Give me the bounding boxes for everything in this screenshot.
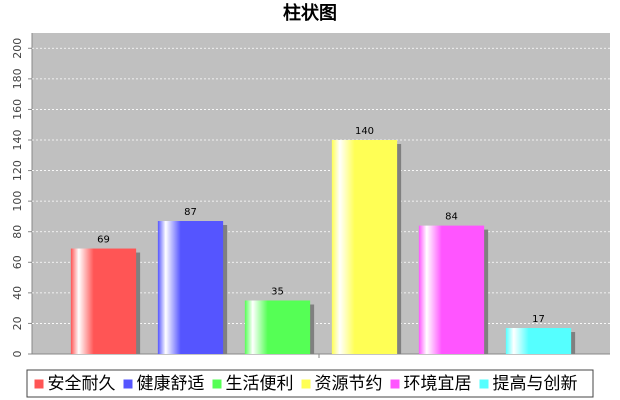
bar [244,300,311,354]
legend-swatch [301,379,311,389]
legend-label: 提高与创新 [493,374,578,394]
legend-label: 环境宜居 [404,374,472,394]
y-tick-label: 180 [11,68,24,89]
value-label: 35 [271,287,284,298]
y-tick-label: 40 [11,286,24,300]
legend-swatch [390,379,400,389]
y-tick-label: 160 [11,99,24,120]
y-tick-label: 100 [11,191,24,212]
y-tick-label: 80 [11,225,24,239]
legend-swatch [123,379,133,389]
y-tick-label: 200 [11,38,24,59]
y-tick-label: 140 [11,130,24,151]
value-label: 69 [97,235,110,246]
legend-swatch [34,379,44,389]
legend-swatch [479,379,489,389]
y-tick-label: 20 [11,316,24,330]
bar [157,221,224,354]
bar [418,225,485,354]
legend-label: 健康舒适 [137,374,205,394]
y-tick-label: 60 [11,255,24,269]
bar [70,248,137,354]
y-tick-label: 0 [11,351,24,358]
bar [505,328,572,354]
chart-title: 柱状图 [283,2,337,24]
legend-label: 资源节约 [315,374,383,394]
legend-label: 生活便利 [226,374,294,394]
value-label: 17 [532,314,545,325]
value-label: 87 [184,207,197,218]
y-tick-label: 120 [11,160,24,181]
bar [331,140,398,354]
legend-swatch [212,379,222,389]
legend-box [26,369,594,398]
legend-label: 安全耐久 [48,374,116,394]
value-label: 84 [445,212,458,223]
legend: 安全耐久 健康舒适 生活便利 资源节约 环境宜居 提高与创新 [34,374,578,394]
value-label: 140 [355,126,374,137]
